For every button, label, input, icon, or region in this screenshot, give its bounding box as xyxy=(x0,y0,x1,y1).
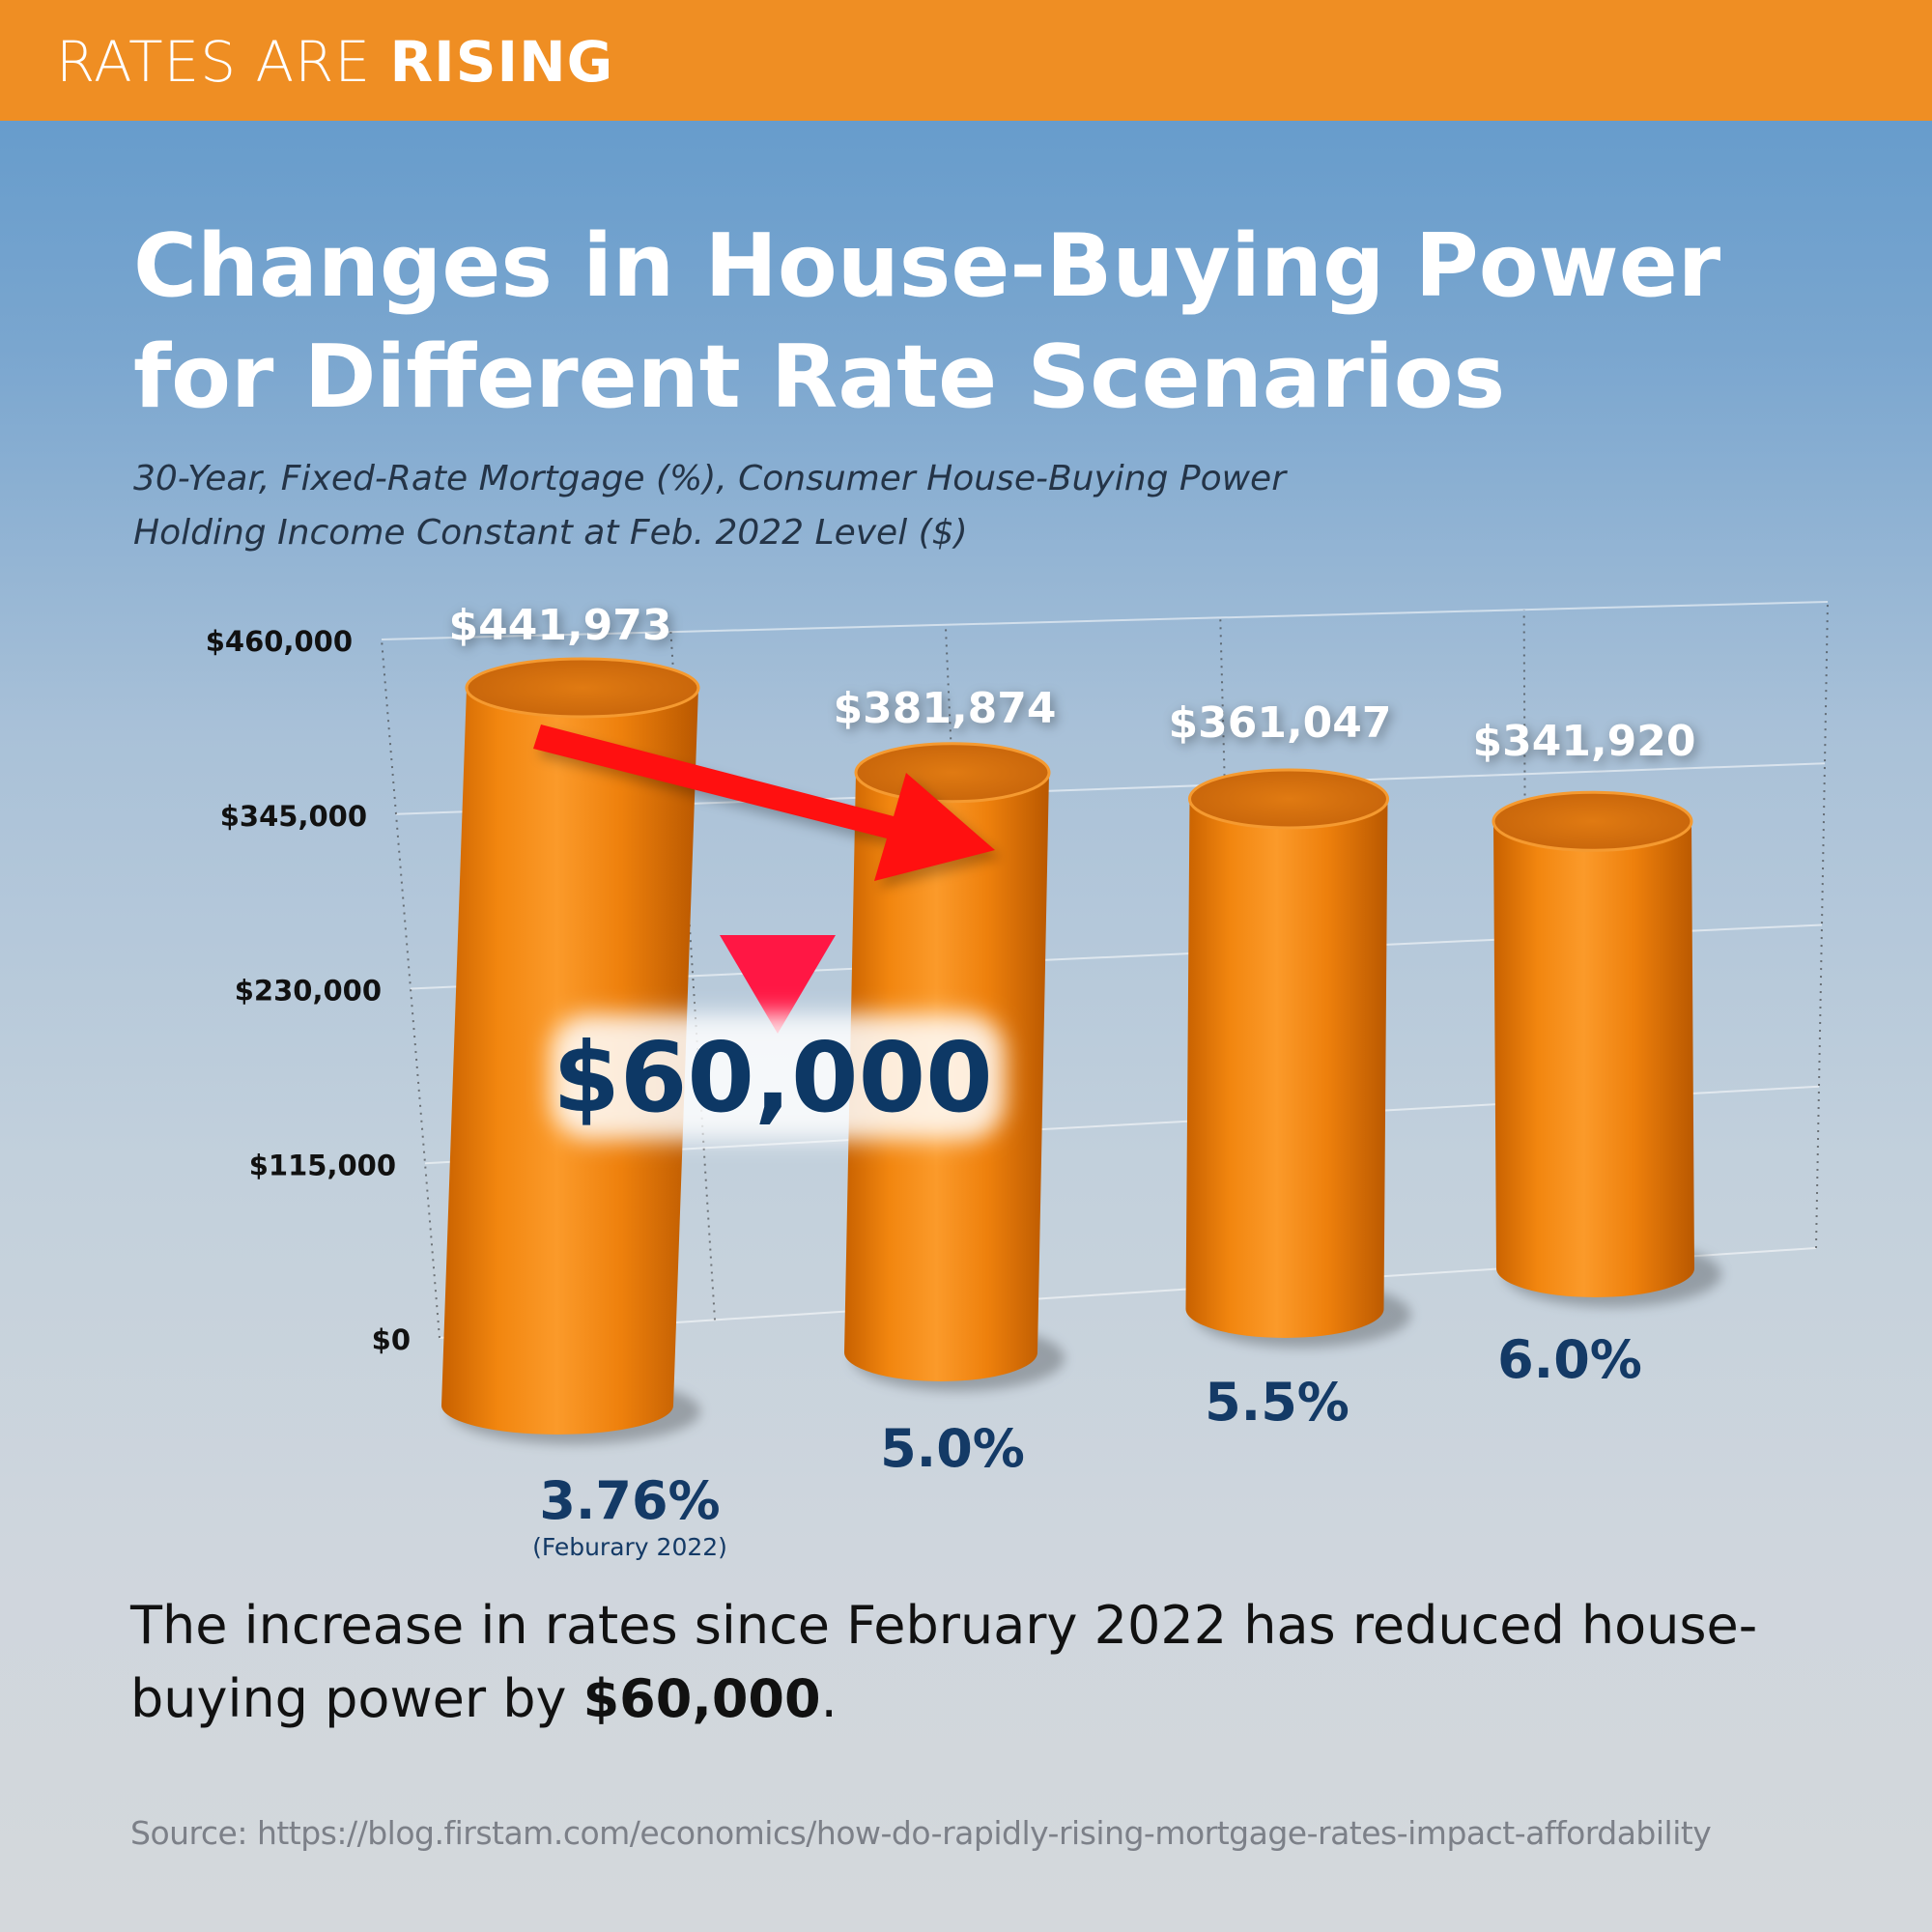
category-label: 5.0% xyxy=(880,1418,1025,1479)
statement-text: The increase in rates since February 202… xyxy=(130,1595,1758,1729)
banner-text: RATES ARE RISING xyxy=(56,29,613,95)
bar-3 xyxy=(1185,768,1411,1348)
down-triangle-icon xyxy=(720,935,836,1034)
y-tick-label: $115,000 xyxy=(249,1149,396,1181)
bar-4 xyxy=(1492,790,1721,1307)
category-label: 3.76% xyxy=(539,1470,720,1531)
value-label-shadow: $441,973 xyxy=(451,605,674,654)
value-label-shadow: $361,047 xyxy=(1171,702,1394,752)
callout-value: $60,000 xyxy=(553,1021,992,1134)
bar-top xyxy=(1492,790,1693,852)
value-label-shadow: $381,874 xyxy=(836,688,1059,737)
y-axis: $0 $115,000 $230,000 $345,000 $460,000 xyxy=(206,625,411,1356)
category-note: (Feburary 2022) xyxy=(532,1533,727,1561)
bar-body xyxy=(1493,821,1694,1298)
value-labels: $441,973$441,973 $381,874$381,874 $361,047… xyxy=(448,601,1698,770)
page-title: Changes in House-Buying Power for Differ… xyxy=(133,215,1721,428)
annotation: $60,000 xyxy=(533,724,1005,1140)
y-tick-label: $230,000 xyxy=(235,975,382,1008)
statement-end: . xyxy=(820,1668,838,1729)
y-tick-label: $345,000 xyxy=(220,800,367,833)
bar-top xyxy=(854,742,1051,804)
banner-emphasis: RISING xyxy=(389,29,614,95)
grid-vertical xyxy=(944,624,978,1303)
gridline xyxy=(381,601,1829,640)
subtitle-line-1: 30-Year, Fixed-Rate Mortgage (%), Consum… xyxy=(133,459,1287,498)
value-label-shadow: $341,920 xyxy=(1475,721,1698,770)
bar-top xyxy=(465,657,700,719)
category-labels: 3.76%(Feburary 2022) 5.0% 5.5% 6.0% xyxy=(532,1329,1642,1561)
decrease-arrow xyxy=(533,724,995,881)
bar-top xyxy=(1188,768,1389,830)
value-label: $441,973 xyxy=(448,601,671,650)
banner-prefix: RATES ARE xyxy=(56,29,390,95)
y-tick-label: $0 xyxy=(372,1323,411,1356)
top-banner: RATES ARE RISING xyxy=(0,0,1932,121)
value-label: $361,047 xyxy=(1168,698,1391,748)
value-label: $381,874 xyxy=(833,684,1056,733)
source-citation: Source: https://blog.firstam.com/economi… xyxy=(130,1814,1712,1852)
callout-glow xyxy=(551,1014,1005,1140)
category-label: 5.5% xyxy=(1205,1372,1350,1433)
subtitle-line-2: Holding Income Constant at Feb. 2022 Lev… xyxy=(133,513,968,553)
chart-subtitle: 30-Year, Fixed-Rate Mortgage (%), Consum… xyxy=(133,452,1776,560)
summary-statement: The increase in rates since February 202… xyxy=(130,1589,1850,1736)
statement-emphasis: $60,000 xyxy=(582,1668,821,1729)
category-label: 6.0% xyxy=(1497,1329,1642,1390)
y-tick-label: $460,000 xyxy=(206,625,353,658)
bar-body xyxy=(1185,798,1388,1338)
grid-vertical xyxy=(381,639,440,1339)
value-label: $341,920 xyxy=(1472,717,1695,766)
